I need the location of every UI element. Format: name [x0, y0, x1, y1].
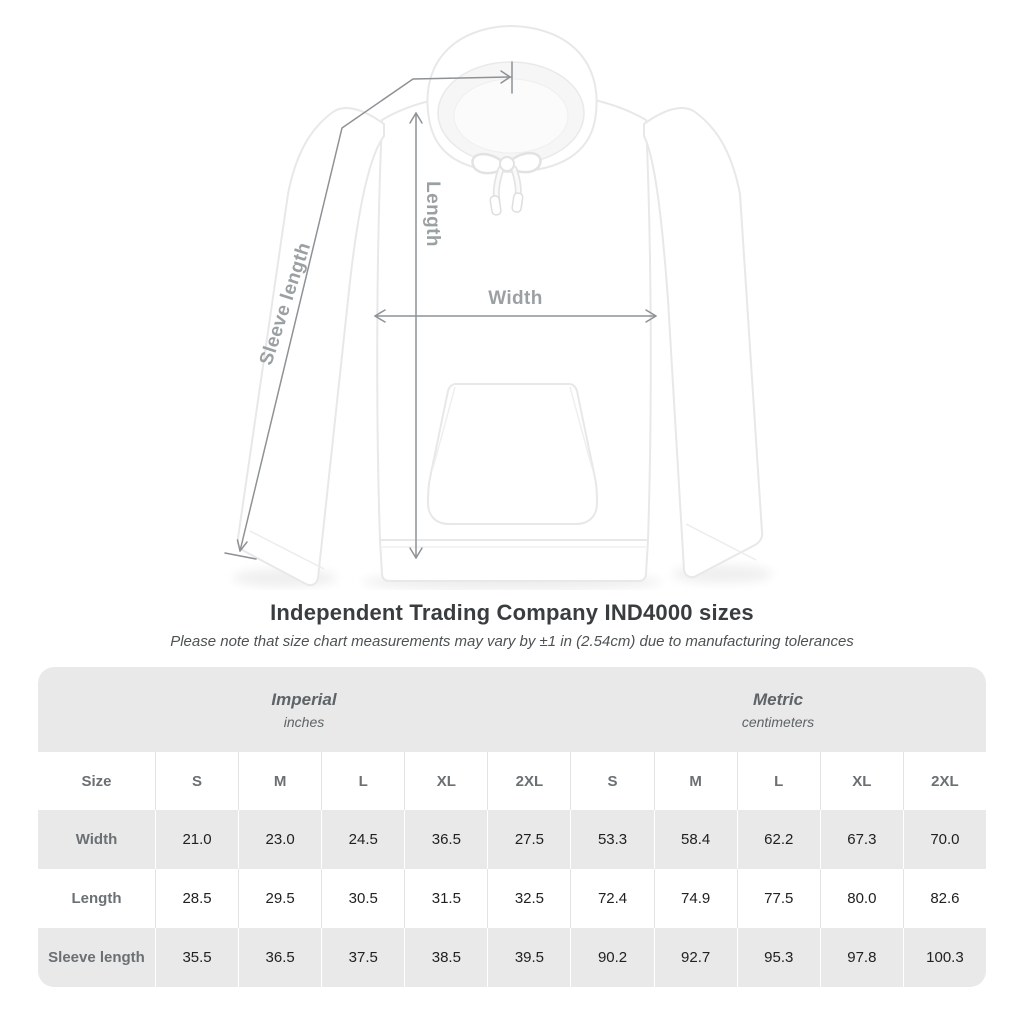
- length-imperial-2xl: 32.5: [487, 869, 570, 928]
- imperial-size-s: S: [155, 752, 238, 810]
- row-label-length: Length: [71, 890, 122, 907]
- length-metric-xl: 80.0: [819, 869, 903, 928]
- length-metric-l: 77.5: [736, 869, 820, 928]
- length-metric-s: 72.4: [570, 869, 653, 928]
- imperial-size-2xl: 2XL: [487, 752, 570, 810]
- sleeve-metric-m: 92.7: [653, 928, 737, 987]
- width-imperial-s: 21.0: [155, 810, 238, 869]
- hoodie-hem-band: [378, 539, 650, 582]
- width-metric-l: 62.2: [736, 810, 820, 869]
- page-title: Independent Trading Company IND4000 size…: [270, 600, 754, 625]
- length-line: [409, 112, 423, 559]
- width-metric-xl: 67.3: [819, 810, 903, 869]
- sleeve-imperial-xl: 38.5: [404, 928, 487, 987]
- metric-size-2xl: 2XL: [902, 752, 986, 810]
- table-row-length: Length 28.5 29.5 30.5 31.5 32.5 72.4 74.…: [38, 869, 986, 928]
- length-metric-m: 74.9: [653, 869, 737, 928]
- hoodie-left-sleeve: [236, 107, 385, 587]
- imperial-size-l: L: [321, 752, 404, 810]
- sleeve-metric-s: 90.2: [570, 928, 653, 987]
- imperial-label: Imperial: [271, 689, 337, 709]
- metric-size-m: M: [653, 752, 737, 810]
- width-metric-s: 53.3: [570, 810, 653, 869]
- width-imperial-m: 23.0: [238, 810, 321, 869]
- sleeve-length-line: [224, 61, 513, 560]
- sleeve-imperial-m: 36.5: [238, 928, 321, 987]
- length-imperial-s: 28.5: [155, 869, 238, 928]
- width-metric-2xl: 70.0: [902, 810, 986, 869]
- length-imperial-xl: 31.5: [404, 869, 487, 928]
- sleeve-imperial-2xl: 39.5: [487, 928, 570, 987]
- length-imperial-l: 30.5: [321, 869, 404, 928]
- metric-sublabel: centimeters: [741, 713, 815, 730]
- length-imperial-m: 29.5: [238, 869, 321, 928]
- drawstring-bow: [471, 152, 542, 216]
- metric-size-l: L: [736, 752, 820, 810]
- row-label-width: Width: [75, 831, 118, 848]
- hoodie-right-sleeve: [643, 107, 764, 579]
- imperial-unit-header: Imperial inches: [38, 667, 570, 752]
- sleeve-imperial-s: 35.5: [155, 928, 238, 987]
- row-label-sleeve-length: Sleeve length: [48, 949, 145, 966]
- metric-label: Metric: [752, 689, 804, 709]
- hoodie-measurement-diagram: Width Length Sleeve length: [224, 24, 772, 590]
- hoodie-illustration: [224, 24, 772, 590]
- table-row-width: Width 21.0 23.0 24.5 36.5 27.5 53.3 58.4…: [38, 810, 986, 869]
- metric-size-s: S: [570, 752, 653, 810]
- width-line: [374, 309, 657, 323]
- imperial-sublabel: inches: [283, 713, 325, 730]
- width-imperial-xl: 36.5: [404, 810, 487, 869]
- size-header-row: Size S M L XL 2XL S M L XL 2XL: [38, 752, 986, 810]
- width-metric-m: 58.4: [653, 810, 737, 869]
- hoodie-outline: [236, 24, 764, 587]
- metric-unit-header: Metric centimeters: [570, 667, 986, 752]
- table-row-sleeve-length: Sleeve length 35.5 36.5 37.5 38.5 39.5 9…: [38, 928, 986, 987]
- size-chart-table: Imperial inches Metric centimeters Size …: [38, 667, 986, 987]
- imperial-size-xl: XL: [404, 752, 487, 810]
- sleeve-metric-xl: 97.8: [819, 928, 903, 987]
- width-imperial-l: 24.5: [321, 810, 404, 869]
- length-metric-2xl: 82.6: [902, 869, 986, 928]
- unit-header-band: Imperial inches Metric centimeters: [38, 667, 986, 752]
- size-column-header: Size: [81, 772, 112, 790]
- sleeve-metric-l: 95.3: [736, 928, 820, 987]
- sleeve-metric-2xl: 100.3: [902, 928, 986, 987]
- imperial-size-m: M: [238, 752, 321, 810]
- measurement-lines: [224, 61, 657, 560]
- hoodie-pocket: [426, 383, 599, 525]
- metric-size-xl: XL: [819, 752, 903, 810]
- sleeve-imperial-l: 37.5: [321, 928, 404, 987]
- tolerance-note: Please note that size chart measurements…: [170, 633, 854, 650]
- width-imperial-2xl: 27.5: [487, 810, 570, 869]
